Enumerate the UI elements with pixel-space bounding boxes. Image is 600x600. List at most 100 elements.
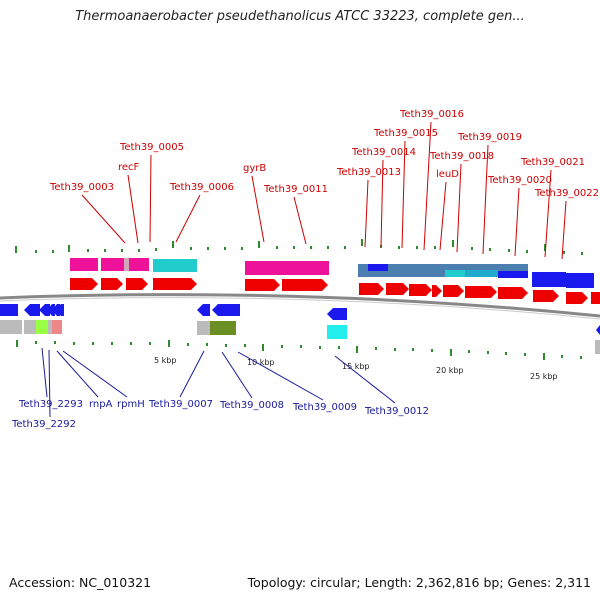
tick [35,250,37,253]
gene-arrow-forward[interactable] [443,285,464,297]
tick [241,247,243,250]
leader-line [179,350,205,398]
gene-label[interactable]: Teth39_0003 [49,182,114,193]
tick [471,247,473,250]
feature-bar[interactable] [197,321,210,335]
feature-bar[interactable] [36,320,48,334]
gene-arrow-forward[interactable] [245,279,280,291]
gene-label[interactable]: Teth39_0011 [263,184,328,195]
feature-bar[interactable] [52,320,62,334]
gene-label[interactable]: Teth39_0007 [148,399,213,410]
tick [543,353,545,360]
gene-arrow-reverse[interactable] [56,304,64,316]
feature-bar[interactable] [48,320,52,334]
tick [258,241,260,248]
feature-bar[interactable] [465,270,498,277]
gene-arrow-forward[interactable] [386,283,409,295]
leader-line [56,350,99,398]
gene-arrow-reverse[interactable] [327,308,347,320]
leader-line [482,144,489,255]
gene-arrow-forward[interactable] [359,283,384,295]
gene-label[interactable]: Teth39_0006 [169,182,234,193]
feature-bar[interactable] [245,261,282,275]
scale-label-25kbp: 25 kbp [530,372,558,381]
gene-label[interactable]: recF [118,162,140,173]
tick [276,246,278,249]
gene-arrow-forward[interactable] [70,278,98,290]
feature-bar[interactable] [327,325,347,339]
tick [310,246,312,249]
gene-arrow-forward[interactable] [533,290,559,302]
gene-arrow-forward[interactable] [126,278,148,290]
tick [172,241,174,248]
feature-bar[interactable] [445,270,465,277]
feature-bar[interactable] [124,258,129,271]
gene-arrow-reverse[interactable] [39,304,50,316]
feature-bar[interactable] [532,272,566,287]
gene-arrow-forward[interactable] [153,278,197,290]
gene-label[interactable]: Teth39_0013 [336,167,401,178]
gene-arrow-forward[interactable] [591,292,600,304]
tick [338,346,340,349]
gene-label[interactable]: Teth39_0021 [520,157,585,168]
gene-label[interactable]: Teth39_0022 [534,188,599,199]
feature-bar[interactable] [24,320,36,334]
gene-label[interactable]: Teth39_0009 [292,402,357,413]
feature-bar[interactable] [0,320,22,334]
gene-label[interactable]: Teth39_0018 [429,151,494,162]
gene-label[interactable]: Teth39_0016 [399,109,464,120]
tick [544,244,546,251]
gene-arrow-forward[interactable] [498,287,528,299]
gene-label[interactable]: Teth39_0015 [373,128,438,139]
leader-line [41,347,48,398]
gene-arrow-forward[interactable] [101,278,123,290]
bottom-leader-lines [41,347,396,418]
gene-label[interactable]: Teth39_0020 [487,175,552,186]
tick [138,249,140,252]
gene-arrow-reverse[interactable] [596,325,600,335]
feature-bar[interactable] [498,271,528,278]
gene-label[interactable]: Teth39_0019 [457,132,522,143]
gene-label[interactable]: Teth39_0008 [219,400,284,411]
gene-label[interactable]: Teth39_0012 [364,406,429,417]
tick [207,247,209,250]
gene-arrow-forward[interactable] [282,279,328,291]
leader-line [561,200,567,260]
gene-arrow-reverse[interactable] [212,304,240,316]
tick [87,249,89,252]
feature-bar[interactable] [566,273,594,288]
feature-bar[interactable] [153,259,197,272]
gene-label[interactable]: leuD [436,169,459,180]
leader-line [127,174,139,244]
gene-arrow-forward[interactable] [432,285,442,297]
gene-arrow-reverse[interactable] [47,304,55,316]
tick [361,239,363,246]
gene-label[interactable]: Teth39_2293 [18,399,83,410]
feature-bar[interactable] [101,258,124,271]
tick [327,246,329,249]
feature-bar[interactable] [282,261,329,275]
gene-label[interactable]: rnpA [89,399,113,410]
gene-label[interactable]: Teth39_0005 [119,142,184,153]
gene-arrow-reverse[interactable] [0,304,18,316]
tick [434,246,436,249]
gene-label[interactable]: Teth39_0014 [351,147,416,158]
gene-arrow-forward[interactable] [566,292,588,304]
feature-bar[interactable] [70,258,98,271]
gene-arrow-reverse[interactable] [197,304,210,316]
leader-line [81,194,126,244]
feature-bar[interactable] [210,321,236,335]
gene-label[interactable]: rpmH [117,399,145,410]
gene-label[interactable]: gyrB [243,163,266,174]
feature-bar[interactable] [129,258,149,271]
feature-bar[interactable] [368,264,388,271]
leader-line [237,351,324,401]
gene-arrow-forward[interactable] [465,286,497,298]
gene-arrow-forward[interactable] [409,284,432,296]
gene-label[interactable]: Teth39_2292 [11,419,76,430]
feature-bar[interactable] [595,340,600,354]
tick [416,246,418,249]
tick [206,343,208,346]
gene-arrow-reverse[interactable] [24,304,40,316]
tick [15,246,17,253]
